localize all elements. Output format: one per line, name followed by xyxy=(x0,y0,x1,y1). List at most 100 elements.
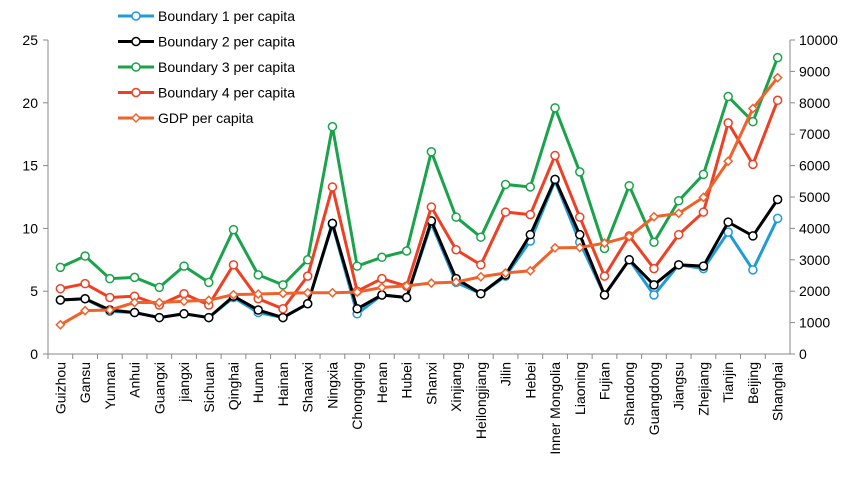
data-point xyxy=(500,267,511,279)
y2-tick-label: 6000 xyxy=(799,158,830,174)
data-point xyxy=(129,297,140,308)
data-point xyxy=(228,260,239,270)
data-point xyxy=(599,271,610,281)
data-point xyxy=(80,293,90,304)
data-point xyxy=(154,312,165,323)
data-point xyxy=(204,277,214,288)
x-tick-label: Guangdong xyxy=(646,362,662,435)
data-point xyxy=(426,147,437,157)
data-point xyxy=(278,304,288,314)
data-point xyxy=(772,52,783,63)
x-tick-label: Hebei xyxy=(522,362,538,399)
x-tick-label: Yunnan xyxy=(102,362,118,410)
data-point xyxy=(401,246,412,256)
data-point xyxy=(476,232,486,242)
legend-marker xyxy=(131,62,141,72)
data-point xyxy=(179,309,189,319)
x-tick-label: Tianjin xyxy=(720,362,736,403)
data-point xyxy=(327,121,338,132)
legend-marker xyxy=(131,87,141,98)
data-point xyxy=(748,159,758,170)
data-point xyxy=(748,265,758,275)
legend-marker xyxy=(131,11,141,21)
y-tick-label: 20 xyxy=(22,95,38,111)
data-point xyxy=(80,305,91,316)
legend-marker xyxy=(131,36,141,47)
data-point xyxy=(451,212,461,222)
data-point xyxy=(673,208,684,219)
x-tick-label: Shandong xyxy=(621,362,637,426)
data-point xyxy=(327,182,338,192)
y2-tick-label: 7000 xyxy=(799,126,830,142)
data-point xyxy=(104,304,115,316)
x-tick-label: Qinghai xyxy=(226,362,242,410)
y2-tick-label: 2000 xyxy=(799,283,830,299)
data-point xyxy=(723,118,733,128)
data-point xyxy=(698,169,709,180)
data-point xyxy=(302,271,313,281)
x-tick-label: Shanxi xyxy=(423,362,439,405)
data-point xyxy=(278,280,288,290)
x-tick-label: Chongqing xyxy=(349,362,365,430)
data-point xyxy=(302,287,313,298)
data-point xyxy=(525,182,536,192)
data-point xyxy=(426,202,437,212)
legend-label: Boundary 4 per capita xyxy=(158,85,295,101)
data-point xyxy=(574,242,585,253)
x-tick-label: Jiangsu xyxy=(671,362,687,410)
data-point xyxy=(352,304,362,314)
data-point xyxy=(80,251,90,261)
x-tick-label: Beijing xyxy=(745,362,761,404)
data-point xyxy=(649,237,659,247)
data-point xyxy=(327,287,338,298)
data-point xyxy=(55,319,66,330)
y-tick-label: 5 xyxy=(30,283,38,299)
x-tick-label: Shaanxi xyxy=(300,362,316,413)
data-point xyxy=(772,213,783,224)
data-point xyxy=(376,282,387,293)
y2-tick-label: 0 xyxy=(799,346,807,362)
data-point xyxy=(550,103,560,113)
data-point xyxy=(401,280,412,291)
data-point xyxy=(178,296,190,307)
y2-tick-label: 10000 xyxy=(799,32,838,48)
data-point xyxy=(748,231,758,241)
x-tick-label: Gansu xyxy=(77,362,93,403)
legend-marker xyxy=(130,112,142,124)
data-point xyxy=(575,229,585,240)
x-tick-label: Xinjiang xyxy=(448,362,464,412)
x-tick-label: jiangxi xyxy=(176,362,192,403)
data-point xyxy=(525,229,536,240)
x-tick-label: Heilongjiang xyxy=(473,362,489,439)
y-tick-label: 15 xyxy=(22,158,38,174)
data-point xyxy=(154,282,165,293)
data-point xyxy=(500,207,511,217)
legend-label: GDP per capita xyxy=(158,110,254,126)
y2-tick-label: 5000 xyxy=(799,189,830,205)
data-point xyxy=(550,150,560,161)
series-line xyxy=(59,57,780,290)
data-point xyxy=(377,252,387,263)
x-tick-label: Anhui xyxy=(127,362,143,398)
y-tick-label: 0 xyxy=(30,346,38,362)
data-point xyxy=(747,103,758,114)
y-tick-label: 25 xyxy=(22,32,38,48)
data-point xyxy=(525,209,536,220)
y2-tick-label: 1000 xyxy=(799,315,830,331)
x-tick-label: Liaoning xyxy=(572,362,588,415)
y2-tick-label: 8000 xyxy=(799,95,830,111)
x-tick-label: Shanghai xyxy=(770,362,786,421)
data-point xyxy=(327,218,338,229)
data-point xyxy=(624,180,634,191)
x-tick-label: Henan xyxy=(374,362,390,403)
x-tick-label: Hainan xyxy=(275,362,291,406)
data-point xyxy=(277,288,289,299)
data-point xyxy=(253,305,263,315)
data-point xyxy=(549,242,561,253)
data-point xyxy=(476,260,486,270)
data-point xyxy=(723,91,733,102)
data-point xyxy=(253,270,263,280)
data-point xyxy=(772,194,783,205)
data-point xyxy=(698,207,709,217)
